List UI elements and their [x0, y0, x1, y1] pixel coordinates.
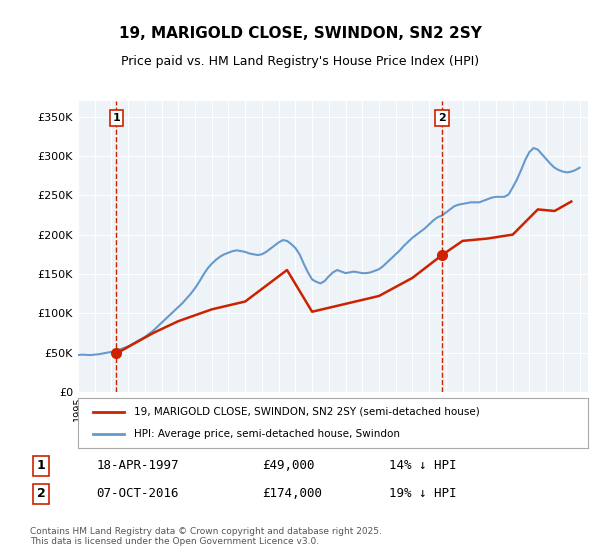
Text: 14% ↓ HPI: 14% ↓ HPI: [389, 459, 457, 473]
Text: 19, MARIGOLD CLOSE, SWINDON, SN2 2SY: 19, MARIGOLD CLOSE, SWINDON, SN2 2SY: [119, 26, 481, 41]
Text: 1: 1: [113, 113, 121, 123]
Text: £49,000: £49,000: [262, 459, 314, 473]
Text: 1: 1: [37, 459, 46, 473]
Text: HPI: Average price, semi-detached house, Swindon: HPI: Average price, semi-detached house,…: [134, 429, 400, 439]
Text: £174,000: £174,000: [262, 487, 322, 501]
Text: 07-OCT-2016: 07-OCT-2016: [96, 487, 179, 501]
Text: 2: 2: [37, 487, 46, 501]
Text: 19, MARIGOLD CLOSE, SWINDON, SN2 2SY (semi-detached house): 19, MARIGOLD CLOSE, SWINDON, SN2 2SY (se…: [134, 407, 480, 417]
Text: 19% ↓ HPI: 19% ↓ HPI: [389, 487, 457, 501]
Text: Price paid vs. HM Land Registry's House Price Index (HPI): Price paid vs. HM Land Registry's House …: [121, 55, 479, 68]
Text: 2: 2: [438, 113, 446, 123]
Text: 18-APR-1997: 18-APR-1997: [96, 459, 179, 473]
Text: Contains HM Land Registry data © Crown copyright and database right 2025.
This d: Contains HM Land Registry data © Crown c…: [30, 526, 382, 546]
